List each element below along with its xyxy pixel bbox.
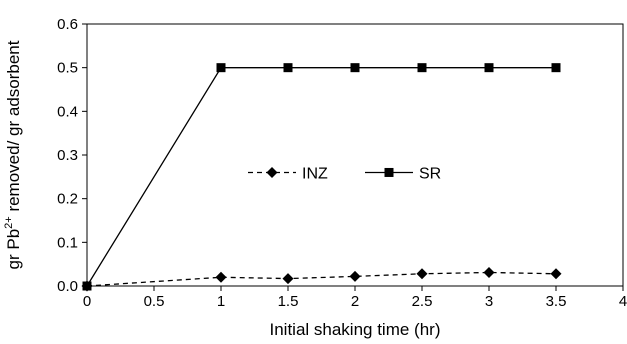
- x-axis: 0 0.5 1 1.5 2 2.5 3 3.5 4: [83, 286, 627, 310]
- x-tick-label: 0: [83, 293, 91, 310]
- x-tick-label: 2.5: [412, 293, 433, 310]
- legend-marker: [266, 166, 278, 178]
- x-tick-label: 0.5: [144, 293, 165, 310]
- x-tick-label: 1.5: [278, 293, 299, 310]
- legend-label: INZ: [302, 165, 328, 182]
- x-tick-label: 3: [485, 293, 493, 310]
- y-axis: 0.0 0.1 0.2 0.3 0.4 0.5 0.6: [57, 16, 87, 295]
- series-layer: [81, 63, 562, 292]
- legend-entry-inz: INZ: [248, 165, 328, 182]
- data-point-sr: [350, 63, 360, 73]
- y-axis-title-superscript: 2+: [3, 216, 15, 229]
- y-tick-label: 0.2: [57, 191, 78, 208]
- data-point-inz: [215, 271, 227, 283]
- legend-entry-sr: SR: [365, 165, 441, 182]
- y-tick-label: 0.1: [57, 234, 78, 251]
- legend: INZ SR: [248, 165, 441, 182]
- x-tick-label: 2: [351, 293, 359, 310]
- data-point-sr: [417, 63, 427, 73]
- y-tick-label: 0.5: [57, 60, 78, 77]
- y-tick-label: 0.6: [57, 16, 78, 33]
- data-point-inz: [550, 268, 562, 280]
- x-tick-label: 1: [217, 293, 225, 310]
- data-point-sr: [551, 63, 561, 73]
- y-axis-title-prefix: gr Pb: [4, 229, 23, 270]
- data-point-inz: [81, 280, 93, 292]
- data-point-inz: [416, 268, 428, 280]
- legend-marker: [384, 167, 394, 177]
- y-tick-label: 0.3: [57, 147, 78, 164]
- data-point-sr: [484, 63, 494, 73]
- x-tick-label: 3.5: [546, 293, 567, 310]
- y-axis-title-suffix: removed/ gr adsorbent: [4, 40, 23, 216]
- legend-label: SR: [419, 165, 441, 182]
- data-point-inz: [282, 273, 294, 285]
- data-point-sr: [283, 63, 293, 73]
- x-tick-label: 4: [619, 293, 627, 310]
- y-axis-title: gr Pb2+ removed/ gr adsorbent: [3, 40, 23, 269]
- series-inz: [81, 266, 562, 292]
- y-tick-label: 0.4: [57, 103, 78, 120]
- data-point-inz: [483, 266, 495, 278]
- data-point-sr: [216, 63, 226, 73]
- data-point-inz: [349, 270, 361, 282]
- x-axis-title: Initial shaking time (hr): [269, 320, 440, 339]
- y-tick-label: 0.0: [57, 278, 78, 295]
